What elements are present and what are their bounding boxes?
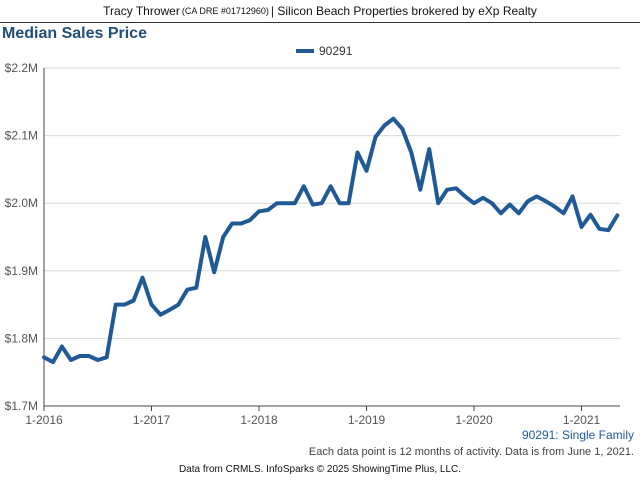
series-lines <box>42 116 620 365</box>
brokerage-name: | Silicon Beach Properties brokered by e… <box>270 4 537 18</box>
agent-name: Tracy Thrower <box>103 4 180 18</box>
x-tick-label: 1-2021 <box>563 413 601 427</box>
x-tick-label: 1-2020 <box>455 413 493 427</box>
header-bar: Tracy Thrower (CA DRE #01712960) | Silic… <box>0 0 640 23</box>
y-axis: $1.7M $1.8M $1.9M $2.0M $2.1M $2.2M <box>5 61 45 413</box>
x-axis: 1-2016 1-2017 1-2018 1-2019 1-2020 1-2021 <box>25 405 620 427</box>
legend[interactable]: 90291 <box>296 44 352 58</box>
x-tick-label: 1-2018 <box>240 413 278 427</box>
chart-title: Median Sales Price <box>2 25 147 42</box>
license-number: (CA DRE #01712960) <box>181 6 269 16</box>
gridlines <box>44 67 620 407</box>
x-tick-label: 1-2017 <box>133 413 171 427</box>
x-tick-label: 1-2016 <box>25 413 63 427</box>
legend-label: 90291 <box>319 44 353 58</box>
x-tick-label: 1-2019 <box>348 413 386 427</box>
data-source: Data from CRMLS. InfoSparks © 2025 Showi… <box>178 464 462 475</box>
data-note: Each data point is 12 months of activity… <box>308 446 634 458</box>
series-caption: 90291: Single Family <box>521 428 634 442</box>
y-tick-label: $1.9M <box>5 264 38 278</box>
y-tick-label: $2.0M <box>5 196 38 210</box>
y-tick-label: $2.1M <box>5 129 38 143</box>
legend-swatch <box>296 49 314 53</box>
y-tick-label: $1.8M <box>5 331 38 345</box>
y-tick-label: $1.7M <box>5 399 38 413</box>
y-tick-label: $2.2M <box>5 61 38 75</box>
series-line-90291 <box>42 116 620 365</box>
